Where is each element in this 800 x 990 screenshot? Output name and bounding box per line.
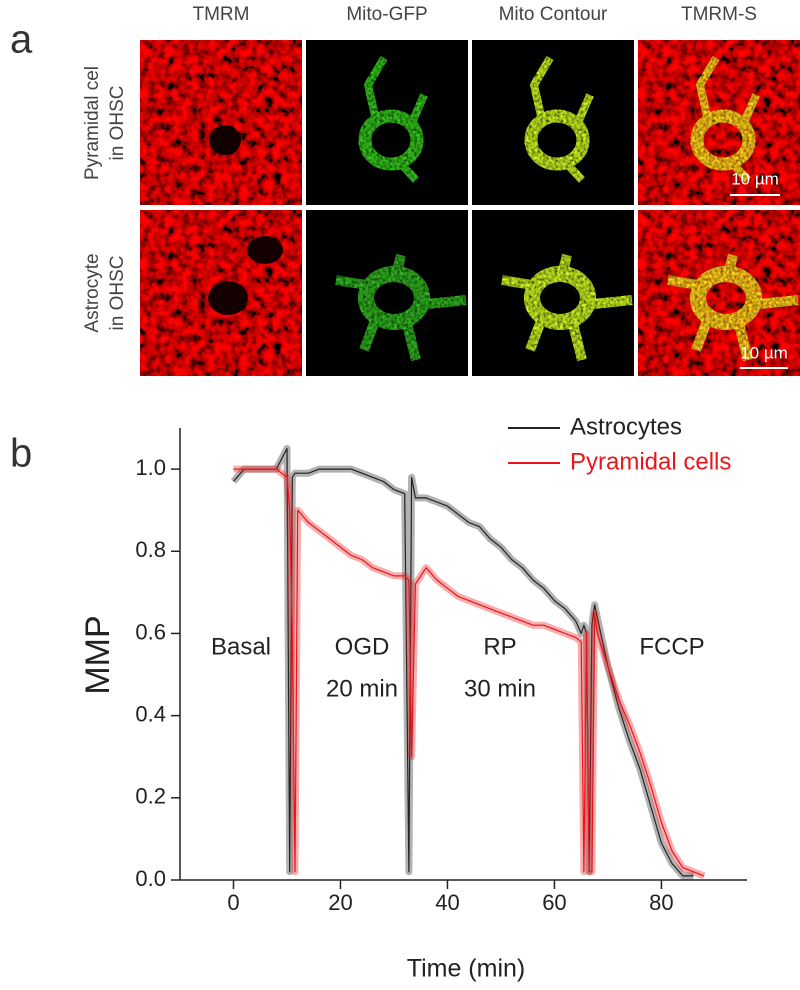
- scale-bar-label: 10 µm: [731, 169, 779, 188]
- column-header: TMRM-S: [681, 4, 757, 25]
- y-tick-label: 0.4: [135, 701, 166, 726]
- series-line: [233, 447, 694, 877]
- annotation: RP: [483, 633, 516, 660]
- annotation: FCCP: [639, 633, 704, 660]
- x-tick-label: 20: [328, 890, 352, 915]
- error-band: [233, 465, 706, 880]
- annotation: 20 min: [326, 675, 398, 702]
- row-label: Astrocyte: [82, 253, 103, 332]
- panel-label: b: [10, 432, 32, 476]
- y-tick-label: 1.0: [135, 455, 166, 480]
- image: [306, 210, 468, 376]
- y-tick-label: 0.2: [135, 784, 166, 809]
- x-tick-label: 60: [542, 890, 566, 915]
- image: [140, 210, 302, 376]
- image: 10 µm: [638, 210, 800, 376]
- x-tick-label: 40: [435, 890, 459, 915]
- annotation: OGD: [335, 633, 390, 660]
- legend-label: Pyramidal cells: [570, 448, 731, 475]
- x-tick-label: 0: [227, 890, 239, 915]
- series-line: [233, 468, 705, 877]
- column-header: Mito-GFP: [346, 4, 427, 25]
- image: [472, 210, 634, 376]
- row-label: in OHSC: [107, 86, 128, 161]
- y-tick-label: 0.8: [135, 537, 166, 562]
- annotation: 30 min: [464, 675, 536, 702]
- panel-label: a: [10, 18, 33, 62]
- scale-bar-label: 10 µm: [740, 343, 788, 362]
- y-tick-label: 0.6: [135, 619, 166, 644]
- image: [140, 40, 302, 205]
- row-label: Pyramidal cel: [82, 66, 103, 180]
- legend-label: Astrocytes: [570, 413, 682, 440]
- image: 10 µm: [638, 40, 800, 205]
- panel-a: a TMRM Mito-GFP Mito Contour TMRM-S Pyra…: [10, 4, 800, 376]
- x-axis-label: Time (min): [407, 955, 526, 983]
- column-header: TMRM: [193, 4, 250, 25]
- x-tick-label: 80: [649, 890, 673, 915]
- y-axis-label: MMP: [79, 615, 117, 694]
- image: [472, 40, 634, 205]
- row-label: in OHSC: [107, 256, 128, 331]
- annotation: Basal: [211, 633, 271, 660]
- y-tick-label: 0.0: [135, 866, 166, 891]
- column-header: Mito Contour: [499, 4, 608, 25]
- image: [306, 40, 468, 205]
